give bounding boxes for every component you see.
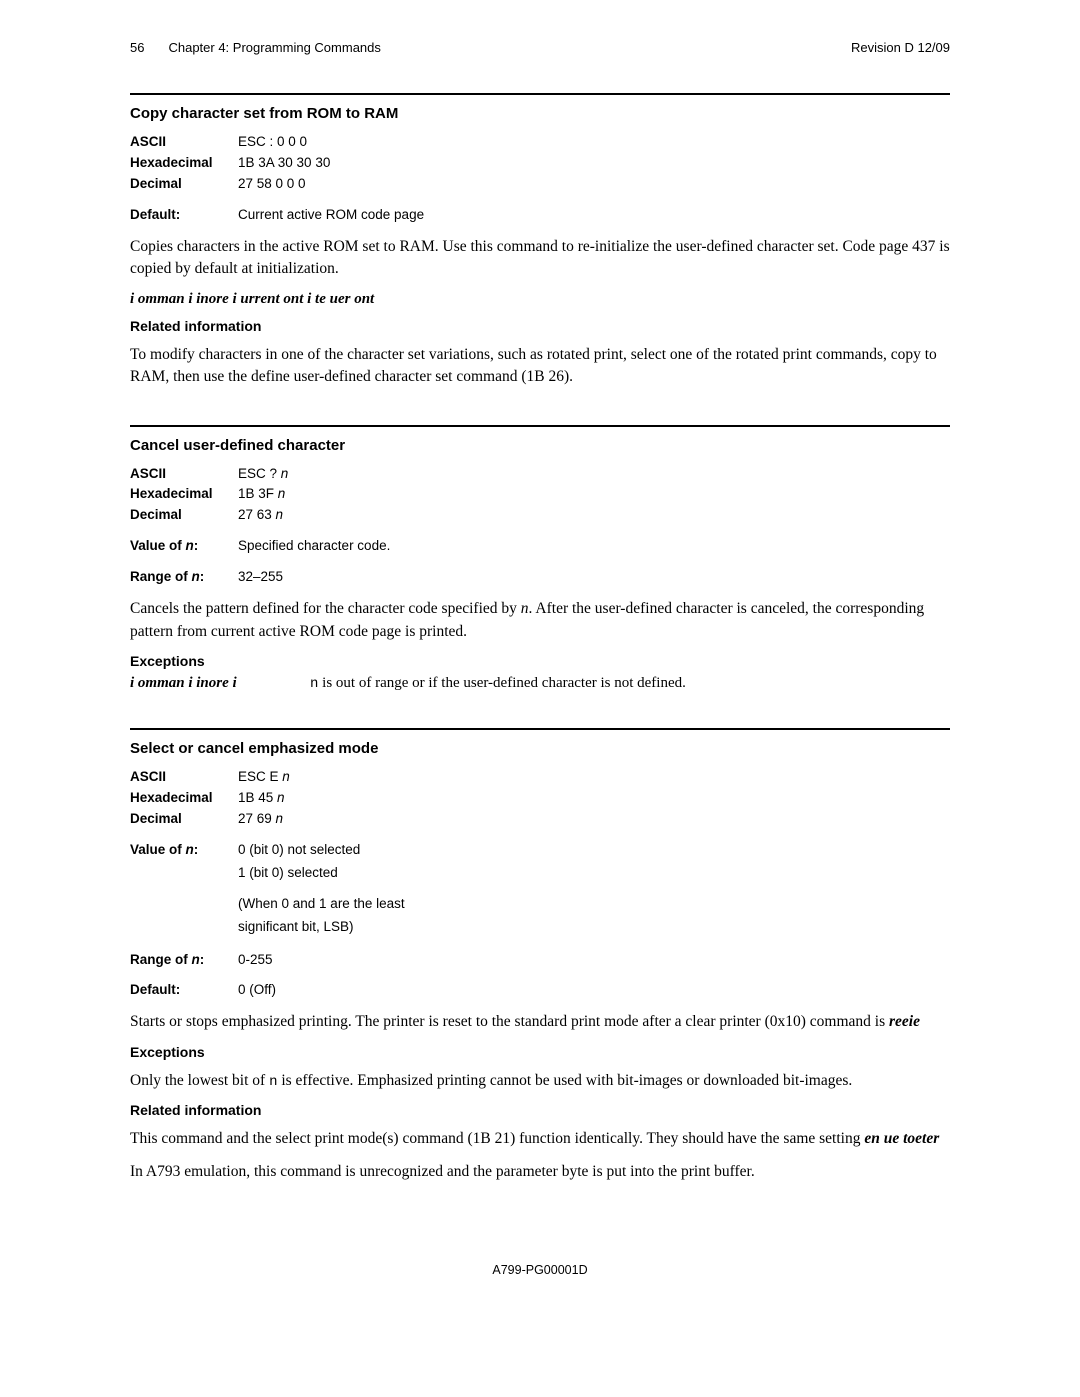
val-var: n: [282, 769, 290, 784]
val-var: n: [276, 507, 284, 522]
body-text: Only the lowest bit of n is effective. E…: [130, 1070, 950, 1092]
lbl-pre: Value of: [130, 538, 186, 553]
hex-label: Hexadecimal: [130, 484, 238, 505]
val-var: n: [281, 466, 289, 481]
value-of-n-label: Value of n:: [130, 840, 238, 940]
related-info-heading: Related information: [130, 318, 950, 334]
hex-value: 1B 45 n: [238, 788, 950, 809]
italic-note: i omman i inore i urrent ont i te uer on…: [130, 291, 950, 308]
section-cancel-userdef: Cancel user-defined character ASCII ESC …: [130, 425, 950, 693]
exception-label: i omman i inore i: [130, 675, 310, 692]
code-block: ASCII ESC ? n Hexadecimal 1B 3F n Decima…: [130, 464, 950, 527]
range-of-n-label: Range of n:: [130, 950, 238, 971]
val-pre: 27 69: [238, 811, 276, 826]
body-italic: en ue toeter: [864, 1130, 939, 1147]
hex-label: Hexadecimal: [130, 153, 238, 174]
dec-label: Decimal: [130, 174, 238, 195]
lbl-pre: Range of: [130, 569, 192, 584]
body-main: Starts or stops emphasized printing. The…: [130, 1013, 889, 1030]
val-var: n: [278, 486, 286, 501]
value-line: 1 (bit 0) selected: [238, 863, 950, 884]
default-value: 0 (Off): [238, 980, 950, 1001]
val-var: n: [276, 811, 284, 826]
code-block: ASCII ESC : 0 0 0 Hexadecimal 1B 3A 30 3…: [130, 132, 950, 195]
ascii-value: ESC E n: [238, 767, 950, 788]
val-pre: ESC E: [238, 769, 282, 784]
body-pre: Cancels the pattern defined for the char…: [130, 600, 521, 617]
page-number: 56: [130, 40, 144, 55]
body-main: This command and the select print mode(s…: [130, 1130, 864, 1147]
ascii-label: ASCII: [130, 132, 238, 153]
ascii-value: ESC : 0 0 0: [238, 132, 950, 153]
section-title: Select or cancel emphasized mode: [130, 740, 950, 757]
page: 56 Chapter 4: Programming Commands Revis…: [0, 0, 1080, 1337]
value-line: 0 (bit 0) not selected: [238, 840, 950, 861]
chapter-title: Chapter 4: Programming Commands: [168, 40, 380, 55]
lbl-post: :: [200, 569, 205, 584]
lbl-post: :: [194, 842, 199, 857]
val-pre: 27 63: [238, 507, 276, 522]
exception-text: n is out of range or if the user-defined…: [310, 675, 686, 692]
page-header: 56 Chapter 4: Programming Commands Revis…: [130, 40, 950, 55]
section-title: Cancel user-defined character: [130, 437, 950, 454]
body-post: is effective. Emphasized printing cannot…: [277, 1072, 852, 1089]
range-of-n-value: 0-255: [238, 950, 950, 971]
dec-value: 27 63 n: [238, 505, 950, 526]
dec-label: Decimal: [130, 809, 238, 830]
val-var: n: [277, 790, 285, 805]
ascii-label: ASCII: [130, 464, 238, 485]
range-of-n-value: 32–255: [238, 567, 950, 588]
header-left: 56 Chapter 4: Programming Commands: [130, 40, 381, 55]
dec-label: Decimal: [130, 505, 238, 526]
default-label: Default:: [130, 205, 238, 226]
exceptions-heading: Exceptions: [130, 653, 950, 669]
body-var: n: [521, 600, 529, 617]
hex-value: 1B 3A 30 30 30: [238, 153, 950, 174]
body-text: Cancels the pattern defined for the char…: [130, 598, 950, 643]
lbl-var: n: [186, 538, 194, 553]
default-value: Current active ROM code page: [238, 205, 950, 226]
dec-value: 27 69 n: [238, 809, 950, 830]
section-emphasized-mode: Select or cancel emphasized mode ASCII E…: [130, 728, 950, 1183]
lbl-var: n: [186, 842, 194, 857]
dec-value: 27 58 0 0 0: [238, 174, 950, 195]
lbl-var: n: [192, 569, 200, 584]
val-pre: 1B 45: [238, 790, 277, 805]
lbl-pre: Value of: [130, 842, 186, 857]
code-block: ASCII ESC E n Hexadecimal 1B 45 n Decima…: [130, 767, 950, 830]
value-of-n-value: Specified character code.: [238, 536, 950, 557]
val-pre: 1B 3F: [238, 486, 278, 501]
default-label: Default:: [130, 980, 238, 1001]
value-of-n-row: Value of n: 0 (bit 0) not selected 1 (bi…: [130, 840, 950, 940]
footer-doc-id: A799-PG00001D: [130, 1263, 950, 1277]
body-text: Starts or stops emphasized printing. The…: [130, 1011, 950, 1033]
body-pre: Only the lowest bit of: [130, 1072, 269, 1089]
body-italic: reeie: [889, 1013, 920, 1030]
lbl-pre: Range of: [130, 952, 192, 967]
value-of-n-label: Value of n:: [130, 536, 238, 557]
hex-value: 1B 3F n: [238, 484, 950, 505]
exceptions-heading: Exceptions: [130, 1044, 950, 1060]
exc-post: is out of range or if the user-defined c…: [318, 675, 685, 691]
range-of-n-label: Range of n:: [130, 567, 238, 588]
hex-label: Hexadecimal: [130, 788, 238, 809]
ascii-value: ESC ? n: [238, 464, 950, 485]
related-info-heading: Related information: [130, 1102, 950, 1118]
exception-row: i omman i inore i n is out of range or i…: [130, 675, 950, 692]
lbl-var: n: [192, 952, 200, 967]
body-text: This command and the select print mode(s…: [130, 1128, 950, 1150]
body-text: To modify characters in one of the chara…: [130, 344, 950, 389]
lbl-post: :: [194, 538, 199, 553]
value-of-n-values: 0 (bit 0) not selected 1 (bit 0) selecte…: [238, 840, 950, 940]
section-title: Copy character set from ROM to RAM: [130, 105, 950, 122]
value-note-line: (When 0 and 1 are the least: [238, 894, 950, 915]
val-pre: ESC ?: [238, 466, 281, 481]
value-note-line: significant bit, LSB): [238, 917, 950, 938]
revision: Revision D 12/09: [851, 40, 950, 55]
section-copy-charset: Copy character set from ROM to RAM ASCII…: [130, 93, 950, 389]
body-text: In A793 emulation, this command is unrec…: [130, 1161, 950, 1183]
body-text: Copies characters in the active ROM set …: [130, 236, 950, 281]
ascii-label: ASCII: [130, 767, 238, 788]
lbl-post: :: [200, 952, 205, 967]
